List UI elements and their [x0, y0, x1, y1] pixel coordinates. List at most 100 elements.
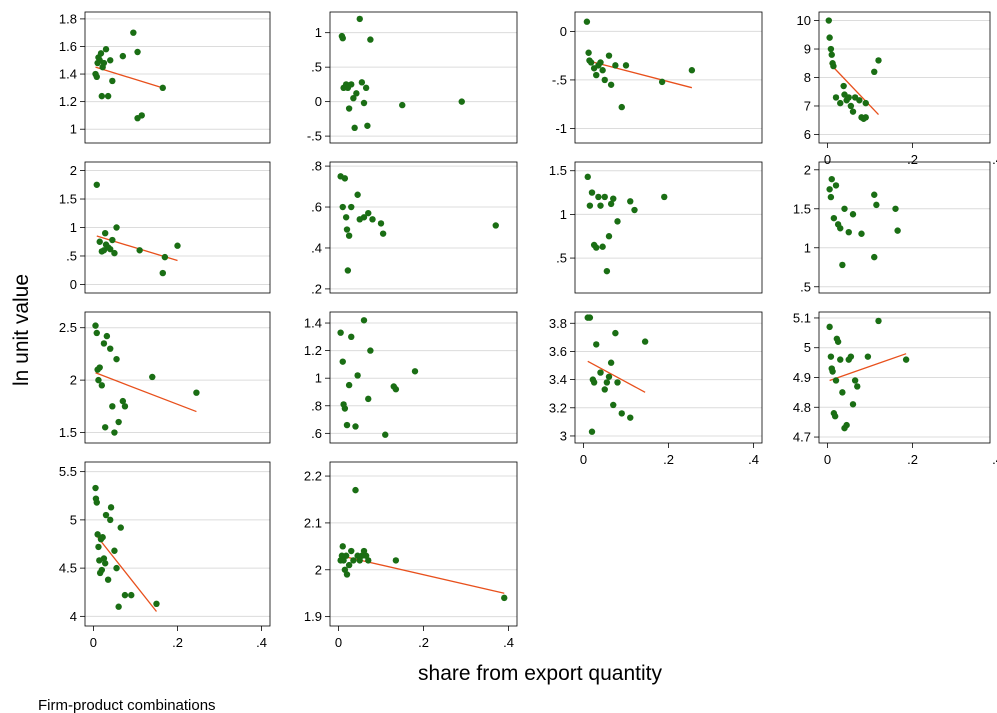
data-point	[587, 59, 595, 66]
y-tick-label: .5	[556, 251, 567, 266]
data-point	[830, 214, 838, 222]
data-point	[631, 206, 638, 214]
data-point	[605, 52, 613, 59]
y-tick-label: 1	[315, 371, 322, 386]
panel-frame	[818, 161, 991, 294]
data-point	[341, 405, 349, 412]
y-tick-label: .6	[311, 426, 322, 441]
data-point	[830, 62, 837, 70]
x-tick-label: .2	[172, 635, 183, 650]
data-point	[104, 92, 112, 100]
panel-2: -.5 0 .5 1	[307, 11, 518, 144]
data-point	[593, 244, 600, 251]
panel-frame	[329, 461, 518, 627]
data-point	[93, 329, 100, 337]
data-point	[340, 557, 347, 564]
y-tick-label: 4.5	[59, 561, 77, 576]
x-axis-label: share from export quantity	[418, 662, 662, 685]
x-tick-label: .4	[748, 452, 759, 467]
data-point	[849, 211, 857, 218]
data-point	[599, 243, 606, 250]
panel-frame	[574, 11, 763, 144]
data-point	[95, 543, 102, 551]
data-point	[367, 36, 374, 43]
y-tick-label: 0	[70, 277, 77, 292]
data-point	[840, 82, 847, 90]
data-point	[353, 90, 360, 97]
y-tick-label: 7	[804, 98, 811, 113]
x-tick-label: .2	[663, 452, 674, 467]
data-point	[348, 333, 355, 341]
y-tick-label: 5.1	[793, 310, 811, 325]
data-point	[603, 379, 611, 386]
data-point	[360, 99, 368, 107]
y-tick-label: 1.9	[304, 609, 322, 624]
data-point	[864, 353, 872, 360]
data-point	[605, 233, 613, 240]
x-tick-label: .2	[907, 152, 918, 167]
data-point	[352, 423, 359, 430]
data-point	[121, 591, 129, 599]
x-tick-label: .2	[907, 452, 918, 467]
data-point	[856, 97, 863, 104]
data-point	[585, 49, 592, 56]
data-point	[825, 17, 832, 24]
fit-line	[587, 360, 646, 393]
data-point	[827, 353, 835, 360]
data-point	[345, 561, 353, 569]
data-point	[845, 228, 852, 236]
data-point	[603, 267, 611, 275]
data-point	[109, 236, 116, 244]
data-point	[862, 99, 869, 107]
y-tick-label: .8	[311, 398, 322, 413]
x-tick-label: .4	[992, 452, 997, 467]
data-point	[365, 209, 372, 217]
data-point	[136, 247, 143, 254]
panel-10: .6 .8 1 1.2 1.4	[304, 311, 518, 444]
data-point	[345, 232, 353, 239]
data-point	[832, 377, 840, 384]
data-point	[593, 341, 600, 348]
data-point	[847, 353, 855, 360]
data-point	[343, 226, 351, 233]
data-point	[104, 576, 112, 583]
data-point	[339, 358, 346, 365]
data-point	[593, 71, 600, 79]
data-point	[837, 99, 844, 107]
x-tick-label: .2	[418, 635, 429, 650]
panel-frame	[574, 161, 763, 294]
data-point	[492, 222, 499, 229]
data-point	[193, 389, 200, 396]
x-tick-label: .4	[503, 635, 514, 650]
panel-frame	[84, 461, 271, 627]
x-tick-label: .4	[256, 635, 267, 650]
data-point	[348, 547, 355, 555]
panel-frame	[84, 311, 271, 444]
y-tick-label: 3.2	[549, 400, 567, 415]
data-point	[661, 193, 668, 201]
y-tick-label: 4.7	[793, 430, 811, 445]
data-point	[827, 193, 835, 201]
data-point	[102, 511, 110, 519]
x-tick-label: .4	[992, 152, 997, 167]
y-tick-label: 1.8	[59, 11, 77, 26]
panel-12: 4.7 4.8 4.9 5 5.1 0 .2 .4	[793, 310, 997, 467]
data-point	[854, 383, 861, 390]
data-point	[612, 329, 619, 337]
data-point	[367, 347, 374, 354]
data-point	[339, 35, 346, 42]
data-point	[119, 52, 127, 60]
data-point	[612, 62, 619, 69]
data-point	[828, 175, 835, 183]
data-point	[101, 560, 109, 567]
data-point	[98, 92, 106, 100]
data-point	[458, 98, 465, 105]
data-point	[356, 15, 363, 23]
data-point	[827, 45, 835, 53]
data-point	[365, 395, 372, 403]
data-point	[362, 84, 370, 92]
x-tick-label: 0	[335, 635, 342, 650]
data-point	[894, 227, 901, 234]
data-point	[849, 401, 857, 408]
